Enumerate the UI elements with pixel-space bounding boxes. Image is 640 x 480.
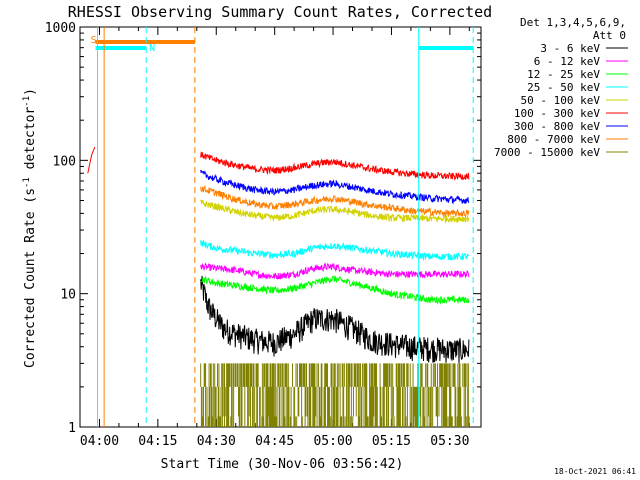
x-tick-label: 05:15 — [372, 434, 411, 449]
legend-label: 12 - 25 keV — [527, 68, 600, 81]
series-line — [200, 184, 470, 218]
legend-label: 800 - 7000 keV — [507, 133, 600, 146]
x-axis-label: Start Time (30-Nov-06 03:56:42) — [161, 457, 404, 472]
axes-layer: 1 10 100 1000 04:00 04:15 04:30 04:45 05:00 05:15… — [45, 21, 482, 449]
x-tick-label: 04:15 — [138, 434, 177, 449]
chart-title: RHESSI Observing Summary Count Rates, Co… — [68, 3, 492, 21]
y-tick-label: 1000 — [45, 21, 76, 36]
x-tick-label: 04:45 — [255, 434, 294, 449]
night-flag-bar — [418, 46, 474, 50]
legend-label: 100 - 300 keV — [514, 107, 600, 120]
series-line — [200, 275, 470, 364]
series-band — [200, 363, 470, 427]
x-tick-label: 05:30 — [430, 434, 469, 449]
legend-label: 7000 - 15000 keV — [494, 146, 600, 159]
x-tick-label: 04:00 — [80, 434, 119, 449]
saa-flag-label: S — [91, 35, 97, 46]
saa-flag-bar — [95, 40, 195, 44]
series-line — [200, 199, 470, 224]
night-flag-bar — [95, 46, 147, 50]
series-line — [200, 275, 470, 305]
plot-frame — [79, 26, 482, 428]
x-tick-label: 04:30 — [197, 434, 236, 449]
legend-label: 50 - 100 keV — [521, 94, 601, 107]
y-axis-label: Corrected Count Rate (s-1 detector-1) — [22, 88, 38, 368]
legend-label: 25 - 50 keV — [527, 81, 600, 94]
flags-layer: SN — [91, 35, 474, 54]
legend-label: 300 - 800 keV — [514, 120, 600, 133]
series-line — [200, 151, 470, 181]
y-tick-label: 100 — [53, 154, 76, 169]
night-flag-label: N — [149, 43, 155, 54]
series-layer — [87, 146, 470, 427]
x-tick-label: 05:00 — [313, 434, 352, 449]
y-tick-label: 10 — [60, 288, 76, 303]
series-line — [200, 239, 470, 262]
series-line — [200, 169, 470, 205]
legend-header: Det 1,3,4,5,6,9, — [520, 16, 626, 29]
series-line-early — [87, 146, 96, 174]
legend-header: Att 0 — [593, 29, 626, 42]
y-tick-label: 1 — [68, 421, 76, 436]
series-line — [200, 262, 470, 280]
legend-label: 6 - 12 keV — [534, 55, 601, 68]
legend-label: 3 - 6 keV — [540, 42, 600, 55]
footer-date: 18-Oct-2021 06:41 — [554, 467, 636, 476]
vline-layer — [97, 27, 474, 427]
